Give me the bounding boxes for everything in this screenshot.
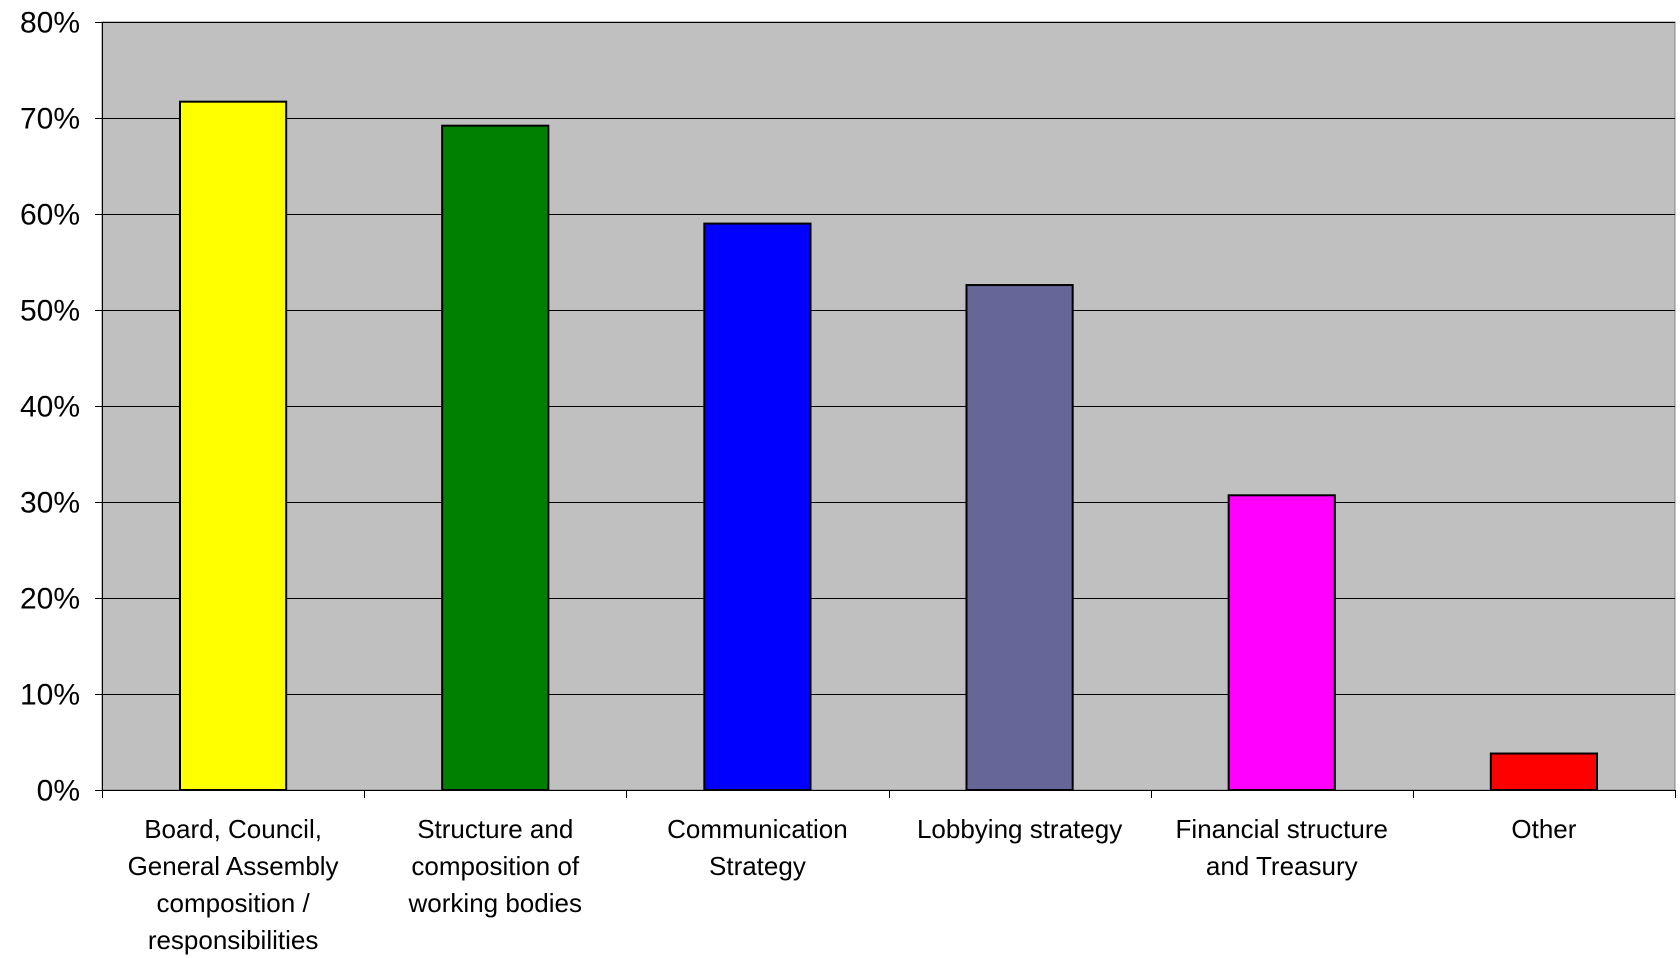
x-category-label: Structure and xyxy=(417,814,573,844)
y-tick-label: 40% xyxy=(20,391,80,424)
y-tick-label: 10% xyxy=(20,679,80,712)
x-category-label: and Treasury xyxy=(1206,851,1358,881)
y-tick-label: 80% xyxy=(20,7,80,40)
x-category-label: composition / xyxy=(156,888,310,918)
x-category-label: composition of xyxy=(411,851,579,881)
bar xyxy=(966,285,1072,790)
x-category-label: Financial structure xyxy=(1176,814,1388,844)
x-category-label: responsibilities xyxy=(148,925,319,955)
y-tick-label: 70% xyxy=(20,103,80,136)
y-tick-label: 20% xyxy=(20,583,80,616)
y-tick-label: 0% xyxy=(37,775,80,808)
y-tick-label: 30% xyxy=(20,487,80,520)
x-category-label: Communication xyxy=(667,814,848,844)
bar xyxy=(704,224,810,790)
x-category-label: General Assembly xyxy=(128,851,339,881)
x-category-label: Strategy xyxy=(709,851,806,881)
y-tick-label: 60% xyxy=(20,199,80,232)
bar xyxy=(180,102,286,790)
bar xyxy=(1491,754,1597,790)
y-tick-labels: 0% 10% 20% 30% 40% 50% 60% 70% 80% xyxy=(20,7,80,808)
y-tick-label: 50% xyxy=(20,295,80,328)
x-category-label: Board, Council, xyxy=(144,814,322,844)
x-category-label: Lobbying strategy xyxy=(917,814,1122,844)
bar xyxy=(1229,495,1335,790)
bar xyxy=(442,126,548,790)
x-category-label: Other xyxy=(1511,814,1576,844)
x-category-label: working bodies xyxy=(408,888,582,918)
x-tick-labels: Board, Council, General Assembly compositi… xyxy=(128,814,1577,955)
